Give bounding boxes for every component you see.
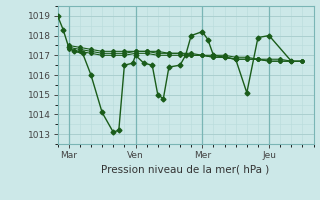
- X-axis label: Pression niveau de la mer( hPa ): Pression niveau de la mer( hPa ): [101, 164, 270, 174]
